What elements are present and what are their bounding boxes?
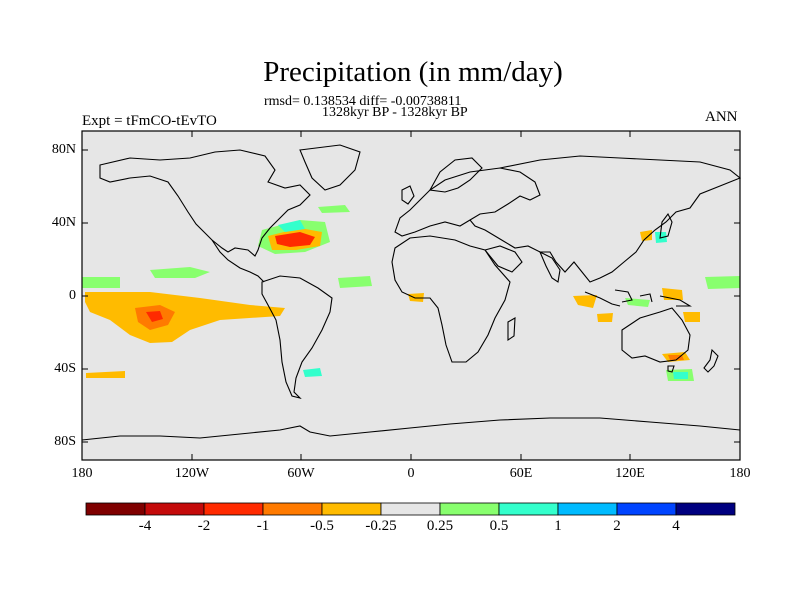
colorbar-box-4 [321,502,382,516]
coast-asia [469,155,742,283]
coast-antarctica [81,417,741,441]
colorbar-box-9 [616,502,677,516]
colorbar-box-5 [380,502,441,516]
patch-east-pacific-core [146,311,163,322]
coast-madagascar [507,317,516,342]
colorbar-box-8 [557,502,618,516]
coast-india [538,250,561,283]
patch-atlantic-equator-green [338,276,372,288]
lat-label-40s: 40S [54,361,76,376]
lon-label-60w: 60W [287,466,315,481]
colorbar-label: -4 [138,518,152,534]
coast-south-america [261,275,333,400]
colorbar-label: -1 [256,518,270,534]
patch-coral-orange [683,312,700,322]
lon-label-60e: 60E [509,466,533,481]
patch-south-aus-blue [673,372,688,379]
patch-east-pacific-orange [85,292,285,343]
coast-scandinavia [429,157,483,193]
lon-ticks [81,131,741,460]
coast-europe [394,167,541,237]
colorbar-label: 4 [672,518,680,534]
lon-label-180e: 180 [729,466,751,481]
patch-gulfstream-red [275,232,315,247]
plot-title: Precipitation (in mm/day) [263,56,563,88]
colorbar-label: 0.5 [489,518,509,534]
lon-label-120w: 120W [174,466,210,481]
patch-japan-orange [640,230,652,241]
stats-line: rmsd= 0.138534 diff= -0.00738811 [264,94,462,109]
colorbar-box-7 [498,502,559,516]
colorbar-box-2 [203,502,264,516]
colorbar-box-1 [144,502,205,516]
lat-label-80n: 80N [51,142,76,157]
lon-label-0: 0 [407,466,415,481]
patch-pacific-south [86,371,125,378]
coast-new-zealand [703,348,719,373]
coastlines [81,144,742,441]
colorbar-label: 2 [613,518,621,534]
colorbar-label: 0.25 [426,518,454,534]
anomaly-patches [82,205,740,381]
patch-atlantic-north-green [318,205,350,213]
coast-japan [659,212,673,239]
patch-indian-orange2 [597,313,613,322]
lat-ticks [82,149,740,443]
patch-indian-orange [573,295,597,308]
lat-label-40n: 40N [51,215,76,230]
coast-north-america [99,149,311,257]
lat-label-80s: 80S [54,434,76,449]
colorbar-box-10 [675,502,736,516]
colorbar-box-3 [262,502,323,516]
coast-tasmania [667,365,675,373]
colorbar-label: -2 [197,518,211,534]
colorbar [85,502,736,516]
coast-central-america [211,239,265,283]
patch-gulfstream-blue [278,220,305,232]
patch-pacific-north-green2 [150,267,210,278]
period-line: 1328kyr BP - 1328kyr BP [322,105,468,120]
patch-sa-south-blue [303,368,322,377]
coast-australia [621,307,691,363]
lon-label-180w: 180 [71,466,93,481]
lat-label-0: 0 [69,288,76,303]
patch-pacific-west-green [705,276,740,289]
colorbar-box-6 [439,502,500,516]
colorbar-label: -0.25 [365,518,397,534]
colorbar-label: -0.5 [310,518,334,534]
colorbar-box-0 [85,502,146,516]
patch-pacific-north-green [82,277,120,288]
coast-britain [401,185,415,205]
coast-africa [391,235,511,363]
coast-indonesia [584,289,692,307]
lon-label-120e: 120E [615,466,645,481]
experiment-label: Expt = tFmCO-tEvTO [82,113,217,129]
coast-greenland [299,144,361,191]
season-label: ANN [705,109,738,125]
coast-arabia [484,245,523,273]
colorbar-label: 1 [554,518,562,534]
